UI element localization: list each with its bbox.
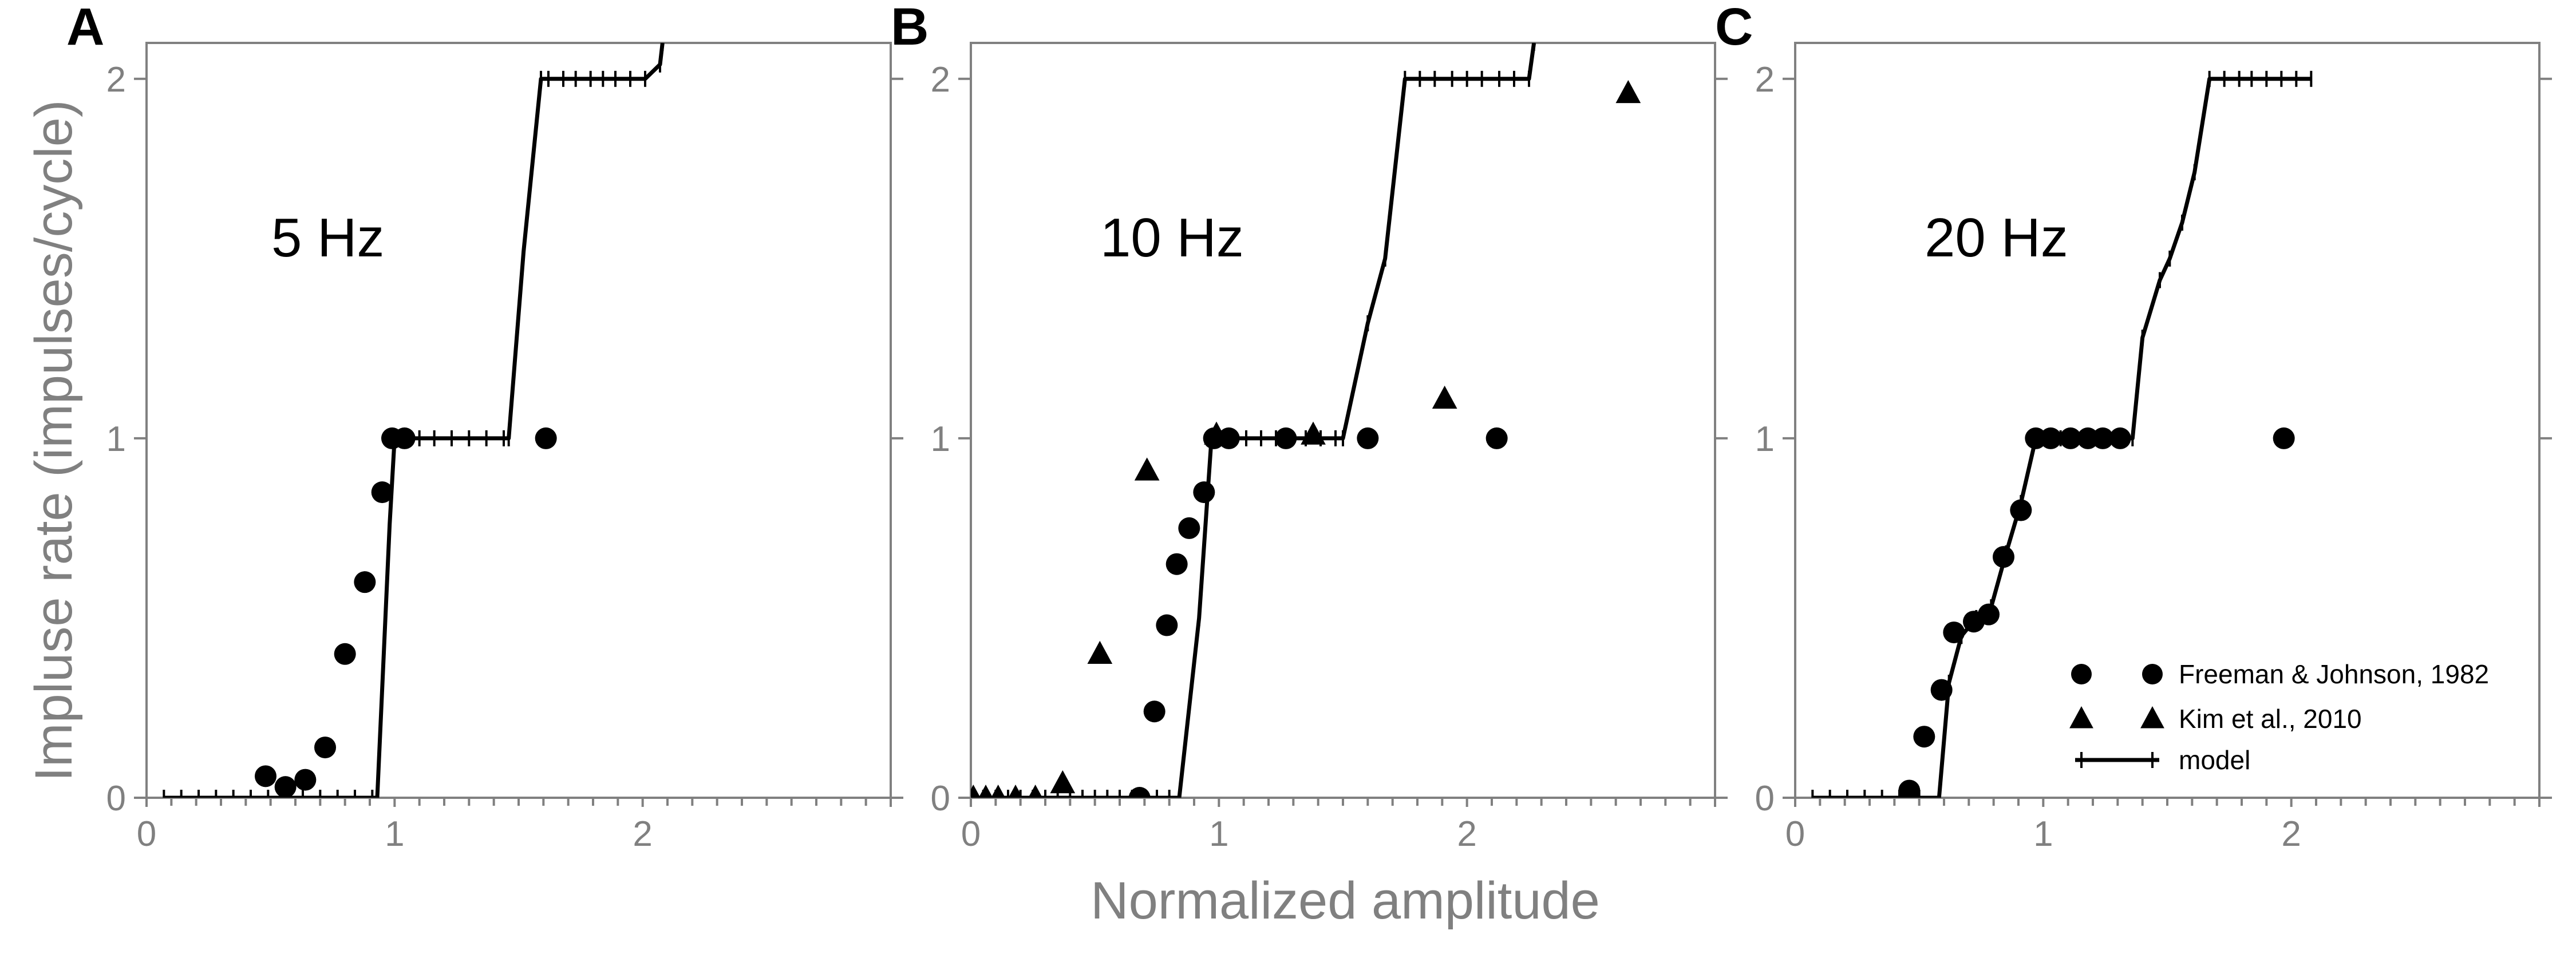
freeman-johnson-point [1486,427,1508,449]
y-tick-label: 2 [1755,60,1775,100]
freeman-johnson-point [1156,615,1178,636]
legend-triangle-icon [2140,706,2164,729]
kim-point [1615,80,1641,103]
frequency-label: 20 Hz [1925,207,2068,268]
y-tick-label: 2 [931,60,950,100]
freeman-johnson-point [354,571,376,593]
freeman-johnson-point [334,643,356,665]
legend-label: Kim et al., 2010 [2179,704,2362,734]
model-line [164,43,662,798]
x-tick-label: 2 [1457,814,1476,854]
y-tick-label: 0 [1755,779,1775,818]
y-tick-label: 2 [106,60,126,100]
x-tick-label: 0 [137,814,156,854]
legend-label: model [2179,745,2250,775]
freeman-johnson-point [1178,517,1200,539]
x-tick-label: 2 [2281,814,2301,854]
kim-point [1050,770,1075,793]
legend: Freeman & Johnson, 1982 Kim et al., 2010 m… [2069,659,2489,775]
y-tick-label: 1 [931,419,950,459]
freeman-johnson-point [294,769,316,791]
panel-letter: A [66,0,104,56]
freeman-johnson-point [1193,481,1215,503]
x-tick-label: 0 [1785,814,1805,854]
legend-circle-icon [2071,664,2092,684]
legend-label: Freeman & Johnson, 1982 [2179,659,2489,689]
x-tick-label: 0 [961,814,981,854]
axes-frame [971,43,1715,798]
legend-triangle-icon [2069,706,2093,729]
freeman-johnson-point [2273,427,2295,449]
frequency-label: 5 Hz [271,207,384,268]
y-tick-label: 1 [106,419,126,459]
x-tick-label: 2 [633,814,652,854]
kim-point [1135,457,1160,480]
panel-letter: B [891,0,929,56]
data-layer [961,35,1641,809]
freeman-johnson-point [314,737,336,758]
kim-point [1087,641,1112,664]
freeman-johnson-point [1166,553,1188,575]
panel-letter: C [1715,0,1753,56]
kim-point [1301,422,1326,445]
y-tick-label: 0 [931,779,950,818]
x-axis-label: Normalized amplitude [1091,872,1600,930]
data-layer [1812,71,2311,806]
freeman-johnson-point [1357,427,1378,449]
freeman-johnson-point [535,427,557,449]
y-tick-label: 1 [1755,419,1775,459]
x-tick-label: 1 [385,814,404,854]
model-line [1812,79,2311,798]
x-tick-label: 1 [2033,814,2053,854]
model-line [983,43,1534,798]
legend-circle-icon [2142,664,2163,684]
y-axis-label: Impluse rate (impulses/cycle) [25,100,83,781]
freeman-johnson-point [1144,700,1165,722]
freeman-johnson-point [255,765,276,787]
frequency-label: 10 Hz [1100,207,1244,268]
freeman-johnson-point [1913,726,1935,747]
kim-point [1432,386,1457,409]
x-tick-label: 1 [1209,814,1228,854]
y-tick-label: 0 [106,779,126,818]
data-layer [164,35,662,806]
axes-frame [147,43,891,798]
